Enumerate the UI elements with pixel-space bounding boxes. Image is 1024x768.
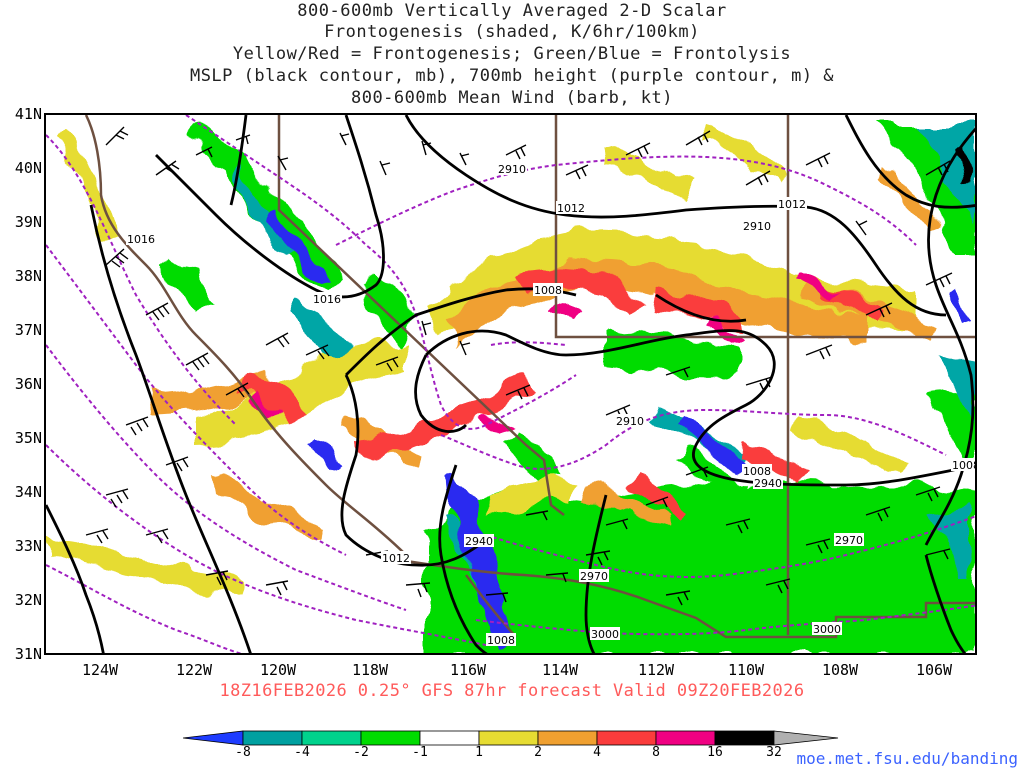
- colorbar-label-8: 8: [652, 745, 660, 760]
- lat-label-34n: 34N: [14, 483, 42, 501]
- svg-text:3000: 3000: [591, 628, 619, 641]
- lon-label-108w: 108W: [821, 661, 859, 679]
- colorbar-swatch-9: [714, 730, 775, 746]
- lon-label-122w: 122W: [175, 661, 213, 679]
- mslp-label-1008-c: 1008: [951, 458, 977, 472]
- colorbar: [183, 730, 839, 746]
- svg-text:2940: 2940: [754, 477, 782, 490]
- svg-text:2970: 2970: [580, 570, 608, 583]
- title-line-1: 800-600mb Vertically Averaged 2-D Scalar: [297, 1, 727, 21]
- colorbar-label-6: 2: [534, 745, 542, 760]
- colorbar-swatch-1: [242, 730, 303, 746]
- title-line-3: Yellow/Red = Frontogenesis; Green/Blue =…: [232, 44, 792, 64]
- svg-text:2910: 2910: [743, 220, 771, 233]
- colorbar-left-arrow: [183, 730, 244, 746]
- lon-label-110w: 110W: [727, 661, 765, 679]
- mslp-label-1008-d: 1008: [486, 633, 516, 647]
- height-label-2970-a: 2970: [579, 569, 609, 583]
- colorbar-right-arrow: [773, 730, 839, 746]
- lon-label-120w: 120W: [259, 661, 297, 679]
- svg-text:2910: 2910: [498, 163, 526, 176]
- lon-label-118w: 118W: [351, 661, 389, 679]
- colorbar-swatch-7: [596, 730, 657, 746]
- colorbar-swatch-3: [360, 730, 421, 746]
- lon-label-112w: 112W: [637, 661, 675, 679]
- height-label-2970-b: 2970: [834, 533, 864, 547]
- height-label-2910-c: 2910: [615, 414, 645, 428]
- svg-text:1012: 1012: [557, 202, 585, 215]
- svg-text:2940: 2940: [465, 535, 493, 548]
- lon-label-106w: 106W: [915, 661, 953, 679]
- lat-label-36n: 36N: [14, 375, 42, 393]
- lat-label-32n: 32N: [14, 591, 42, 609]
- height-label-3000-a: 3000: [590, 627, 620, 641]
- lat-label-40n: 40N: [14, 159, 42, 177]
- svg-text:3000: 3000: [813, 623, 841, 636]
- lon-label-116w: 116W: [449, 661, 487, 679]
- lat-label-35n: 35N: [14, 429, 42, 447]
- title-line-4: MSLP (black contour, mb), 700mb height (…: [189, 66, 835, 86]
- frontogenesis-shading: [46, 125, 975, 653]
- lon-label-124w: 124W: [81, 661, 119, 679]
- wind-barbs: [85, 126, 953, 606]
- lat-label-33n: 33N: [14, 537, 42, 555]
- colorbar-swatch-6: [537, 730, 598, 746]
- mslp-label-1016-b: 1016: [312, 292, 342, 306]
- svg-text:1012: 1012: [778, 198, 806, 211]
- svg-text:2910: 2910: [616, 415, 644, 428]
- colorbar-label-5: 1: [475, 745, 483, 760]
- colorbar-swatch-5: [478, 730, 539, 746]
- lat-label-38n: 38N: [14, 267, 42, 285]
- mslp-label-1008-a: 1008: [533, 283, 563, 297]
- lon-label-114w: 114W: [541, 661, 579, 679]
- colorbar-label-2: -4: [294, 745, 310, 760]
- svg-text:1016: 1016: [127, 233, 155, 246]
- map-panel: 1016 1016 1012 1012 1008 1008 1008 1012 …: [44, 113, 977, 655]
- title-line-5: 800-600mb Mean Wind (barb, kt): [350, 88, 674, 108]
- height-label-3000-b: 3000: [812, 622, 842, 636]
- svg-text:1008: 1008: [952, 459, 977, 472]
- mslp-label-1012-a: 1012: [556, 201, 586, 215]
- svg-text:1012: 1012: [382, 552, 410, 565]
- height-label-2910-a: 2910: [497, 162, 527, 176]
- colorbar-label-9: 16: [707, 745, 723, 760]
- lat-label-41n: 41N: [14, 105, 42, 123]
- borders: [84, 115, 975, 639]
- colorbar-label-7: 4: [593, 745, 601, 760]
- lat-label-37n: 37N: [14, 321, 42, 339]
- credit-link[interactable]: moe.met.fsu.edu/banding: [796, 749, 1018, 768]
- height-label-2940-b: 2940: [464, 534, 494, 548]
- colorbar-label-1: -8: [235, 745, 251, 760]
- svg-text:1008: 1008: [534, 284, 562, 297]
- svg-text:1016: 1016: [313, 293, 341, 306]
- mslp-label-1012-c: 1012: [381, 551, 411, 565]
- map-canvas: 1016 1016 1012 1012 1008 1008 1008 1012 …: [46, 115, 977, 653]
- colorbar-label-4: -1: [412, 745, 428, 760]
- colorbar-label-10: 32: [766, 745, 782, 760]
- contour-labels: 1016 1016 1012 1012 1008 1008 1008 1012 …: [126, 162, 977, 647]
- height-label-2940-a: 2940: [753, 476, 783, 490]
- colorbar-swatch-2: [301, 730, 362, 746]
- colorbar-label-3: -2: [353, 745, 369, 760]
- lat-label-39n: 39N: [14, 213, 42, 231]
- colorbar-swatch-4: [419, 730, 480, 746]
- height-contours: [46, 115, 975, 653]
- height-label-2910-b: 2910: [742, 219, 772, 233]
- svg-text:1008: 1008: [743, 465, 771, 478]
- mslp-label-1008-b: 1008: [742, 464, 772, 478]
- mslp-label-1012-b: 1012: [777, 197, 807, 211]
- mslp-label-1016-a: 1016: [126, 232, 156, 246]
- svg-text:1008: 1008: [487, 634, 515, 647]
- lat-label-31n: 31N: [14, 645, 42, 663]
- colorbar-swatch-8: [655, 730, 716, 746]
- svg-text:2970: 2970: [835, 534, 863, 547]
- title-line-2: Frontogenesis (shaded, K/6hr/100km): [324, 22, 700, 42]
- forecast-valid-line: 18Z16FEB2026 0.25° GFS 87hr forecast Val…: [219, 681, 805, 701]
